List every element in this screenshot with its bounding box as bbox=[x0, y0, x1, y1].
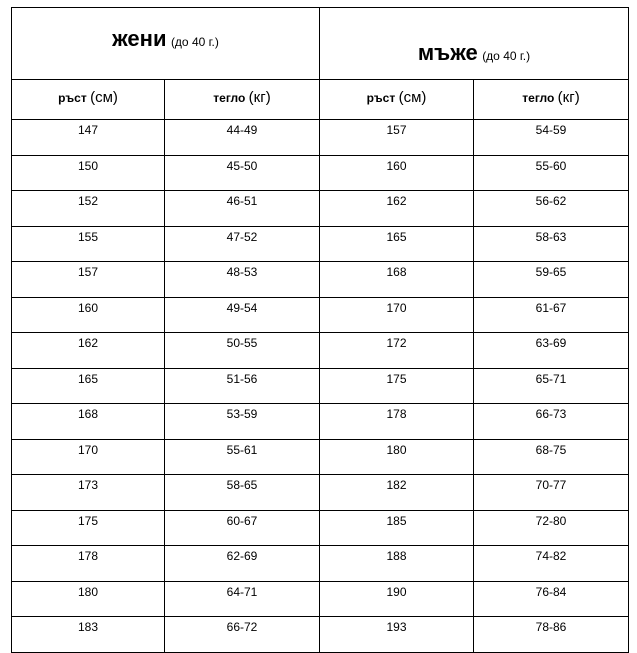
table-row: 173 58-65 182 70-77 bbox=[11, 474, 629, 511]
label: тегло bbox=[522, 91, 555, 105]
table-row: 183 66-72 193 78-86 bbox=[11, 616, 629, 653]
men-weight-cell: 55-60 bbox=[473, 154, 629, 191]
men-weight-cell: 65-71 bbox=[473, 367, 629, 404]
men-height-cell: 193 bbox=[319, 616, 474, 653]
table-row: 162 50-55 172 63-69 bbox=[11, 332, 629, 369]
women-weight-header: тегло (кг) bbox=[164, 79, 320, 120]
table-row: 157 48-53 168 59-65 bbox=[11, 261, 629, 298]
men-weight-cell: 78-86 bbox=[473, 616, 629, 653]
table-row: 165 51-56 175 65-71 bbox=[11, 367, 629, 404]
men-weight-cell: 59-65 bbox=[473, 261, 629, 298]
women-height-cell: 155 bbox=[11, 225, 165, 262]
unit: (см) bbox=[90, 89, 118, 106]
table-row: 152 46-51 162 56-62 bbox=[11, 190, 629, 227]
women-weight-cell: 53-59 bbox=[164, 403, 320, 440]
women-weight-cell: 46-51 bbox=[164, 190, 320, 227]
women-height-cell: 173 bbox=[11, 474, 165, 511]
table-row: 150 45-50 160 55-60 bbox=[11, 154, 629, 191]
table-row: 178 62-69 188 74-82 bbox=[11, 545, 629, 582]
unit: (см) bbox=[398, 89, 427, 106]
men-height-cell: 172 bbox=[319, 332, 474, 369]
women-note: (до 40 г.) bbox=[170, 34, 219, 49]
men-height-cell: 168 bbox=[319, 261, 474, 298]
women-weight-cell: 50-55 bbox=[164, 332, 320, 369]
height-weight-table: жени (до 40 г.) мъже (до 40 г.) ръст (см… bbox=[11, 7, 629, 653]
table-row: 180 64-71 190 76-84 bbox=[11, 580, 629, 617]
women-weight-cell: 64-71 bbox=[164, 580, 320, 617]
men-height-cell: 188 bbox=[319, 545, 474, 582]
label: ръст bbox=[366, 91, 396, 105]
women-weight-cell: 62-69 bbox=[164, 545, 320, 582]
women-height-header: ръст (см) bbox=[11, 79, 165, 120]
men-weight-cell: 56-62 bbox=[473, 190, 629, 227]
men-height-cell: 170 bbox=[319, 296, 474, 333]
women-weight-cell: 51-56 bbox=[164, 367, 320, 404]
unit: (кг) bbox=[557, 89, 580, 106]
table-row: 168 53-59 178 66-73 bbox=[11, 403, 629, 440]
men-weight-cell: 58-63 bbox=[473, 225, 629, 262]
label: тегло bbox=[213, 91, 246, 105]
women-height-cell: 170 bbox=[11, 438, 165, 475]
men-height-cell: 185 bbox=[319, 509, 474, 546]
men-height-header: ръст (см) bbox=[319, 79, 474, 120]
women-height-cell: 180 bbox=[11, 580, 165, 617]
men-weight-header: тегло (кг) bbox=[473, 79, 629, 120]
women-weight-cell: 44-49 bbox=[164, 119, 320, 156]
women-weight-cell: 48-53 bbox=[164, 261, 320, 298]
women-weight-cell: 60-67 bbox=[164, 509, 320, 546]
men-title: мъже bbox=[417, 39, 478, 65]
women-title: жени bbox=[112, 25, 167, 51]
women-weight-cell: 45-50 bbox=[164, 154, 320, 191]
men-weight-cell: 76-84 bbox=[473, 580, 629, 617]
men-height-cell: 165 bbox=[319, 225, 474, 262]
men-height-cell: 180 bbox=[319, 438, 474, 475]
men-weight-cell: 68-75 bbox=[473, 438, 629, 475]
men-height-cell: 157 bbox=[319, 119, 474, 156]
men-height-cell: 160 bbox=[319, 154, 474, 191]
label: ръст bbox=[58, 91, 87, 105]
women-height-cell: 150 bbox=[11, 154, 165, 191]
men-weight-cell: 70-77 bbox=[473, 474, 629, 511]
table-row: 155 47-52 165 58-63 bbox=[11, 225, 629, 262]
men-weight-cell: 74-82 bbox=[473, 545, 629, 582]
men-header: мъже (до 40 г.) bbox=[319, 7, 629, 80]
table-row: 170 55-61 180 68-75 bbox=[11, 438, 629, 475]
men-height-cell: 162 bbox=[319, 190, 474, 227]
women-header: жени (до 40 г.) bbox=[11, 7, 320, 80]
women-height-cell: 152 bbox=[11, 190, 165, 227]
table-row: 175 60-67 185 72-80 bbox=[11, 509, 629, 546]
women-weight-cell: 55-61 bbox=[164, 438, 320, 475]
unit: (кг) bbox=[248, 89, 271, 106]
women-weight-cell: 49-54 bbox=[164, 296, 320, 333]
men-weight-cell: 54-59 bbox=[473, 119, 629, 156]
women-height-cell: 162 bbox=[11, 332, 165, 369]
women-weight-cell: 58-65 bbox=[164, 474, 320, 511]
men-height-cell: 182 bbox=[319, 474, 474, 511]
men-height-cell: 175 bbox=[319, 367, 474, 404]
table-row: 160 49-54 170 61-67 bbox=[11, 296, 629, 333]
men-weight-cell: 63-69 bbox=[473, 332, 629, 369]
women-height-cell: 183 bbox=[11, 616, 165, 653]
women-height-cell: 165 bbox=[11, 367, 165, 404]
men-weight-cell: 61-67 bbox=[473, 296, 629, 333]
women-weight-cell: 66-72 bbox=[164, 616, 320, 653]
men-weight-cell: 72-80 bbox=[473, 509, 629, 546]
women-height-cell: 178 bbox=[11, 545, 165, 582]
women-height-cell: 157 bbox=[11, 261, 165, 298]
women-height-cell: 160 bbox=[11, 296, 165, 333]
men-height-cell: 190 bbox=[319, 580, 474, 617]
women-weight-cell: 47-52 bbox=[164, 225, 320, 262]
men-weight-cell: 66-73 bbox=[473, 403, 629, 440]
women-height-cell: 175 bbox=[11, 509, 165, 546]
women-height-cell: 147 bbox=[11, 119, 165, 156]
women-height-cell: 168 bbox=[11, 403, 165, 440]
men-height-cell: 178 bbox=[319, 403, 474, 440]
table-row: 147 44-49 157 54-59 bbox=[11, 119, 629, 156]
men-note: (до 40 г.) bbox=[482, 48, 531, 63]
